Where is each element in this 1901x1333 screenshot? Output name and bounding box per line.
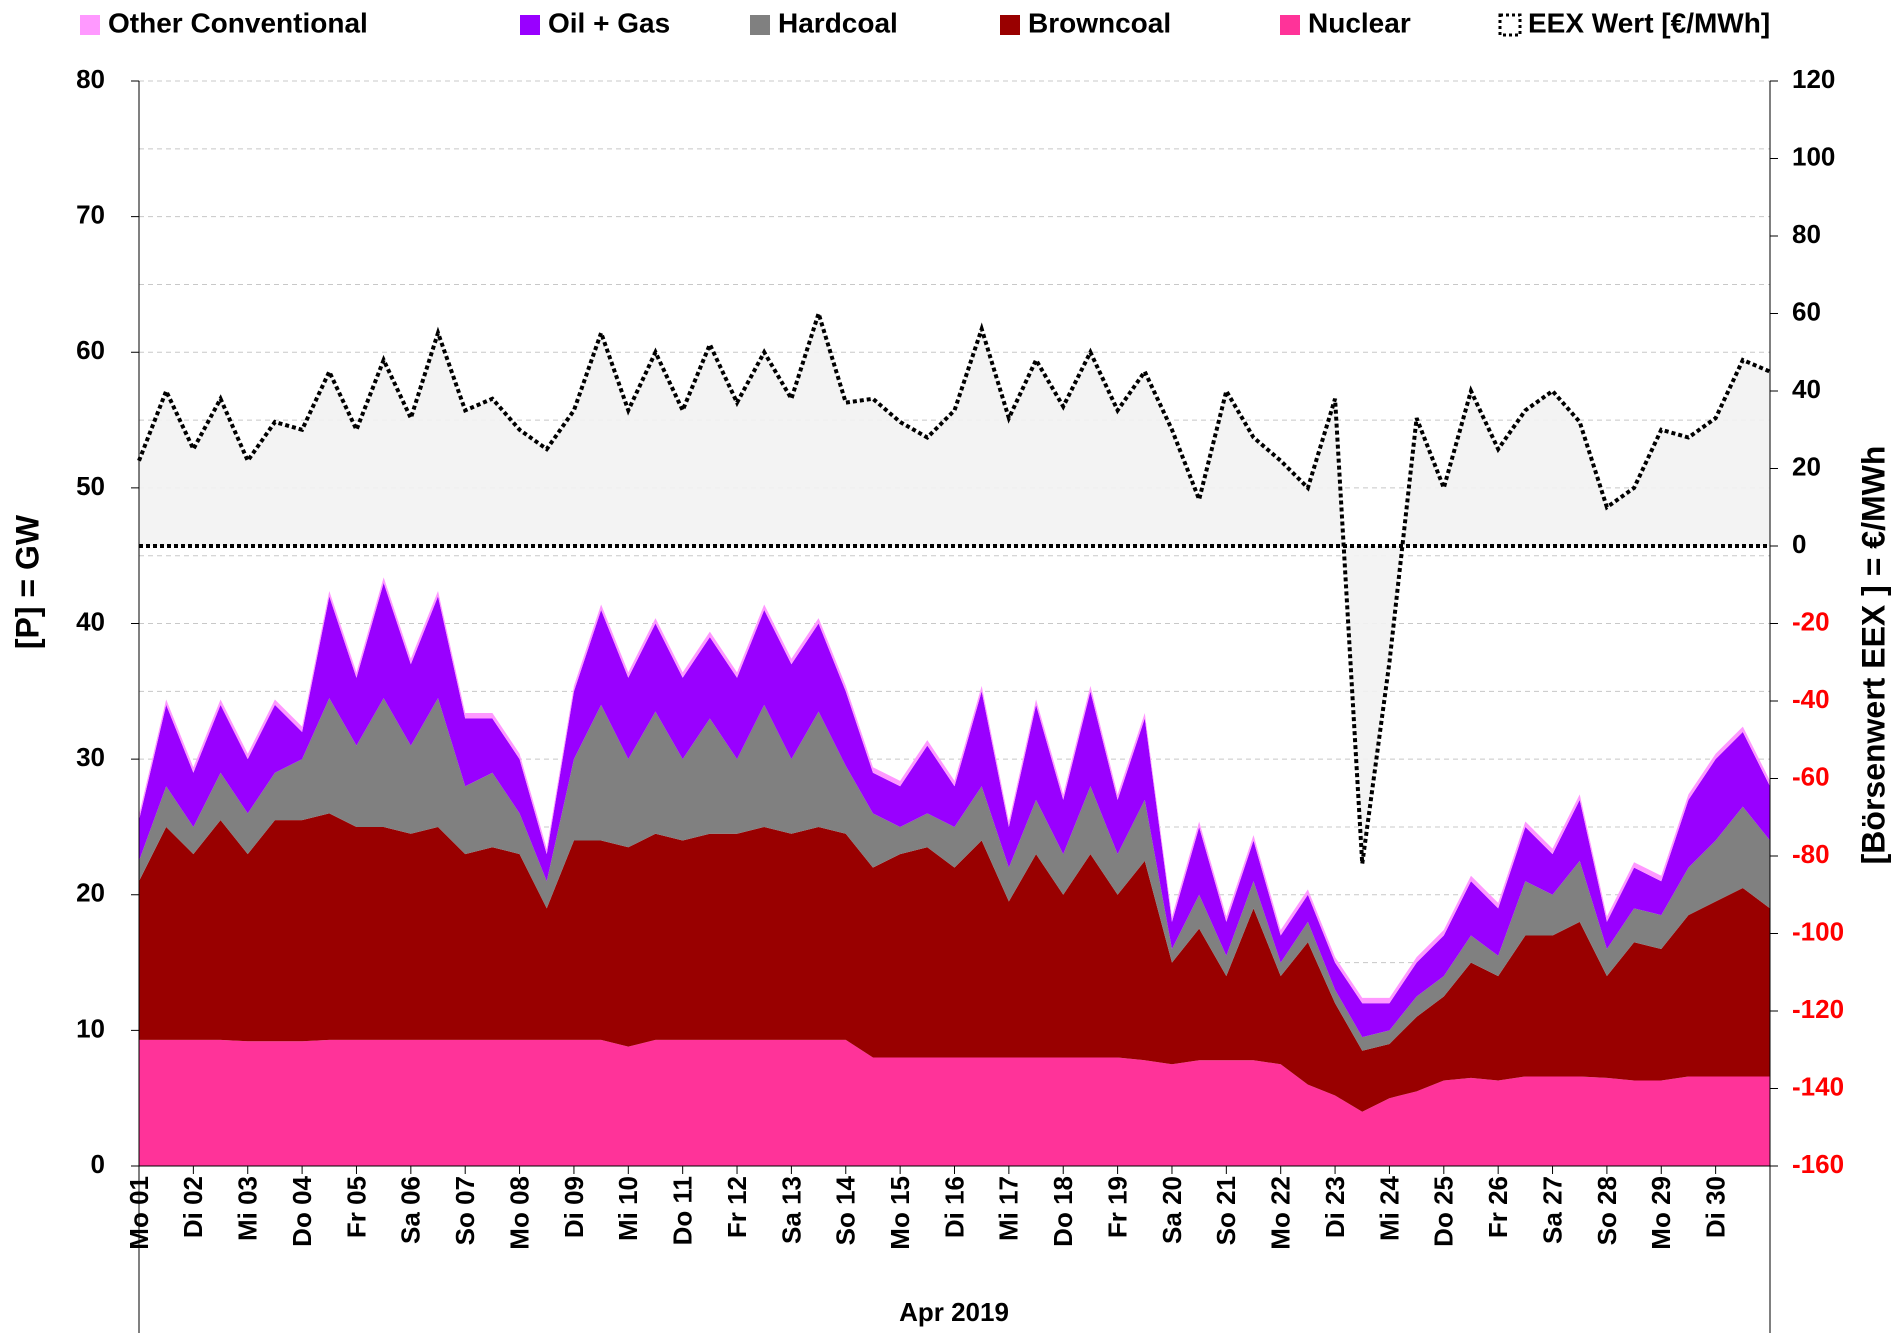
x-tick-label: Do 18 [1048,1176,1078,1247]
y2-tick-label: 20 [1792,451,1821,481]
legend-marker [520,15,540,35]
y2-tick-label: -120 [1792,994,1844,1024]
y2-tick-label: 60 [1792,296,1821,326]
y2-tick-label: -60 [1792,761,1830,791]
legend-label: Other Conventional [108,7,368,38]
x-tick-label: Di 09 [559,1176,589,1238]
x-tick-label: Fr 26 [1483,1176,1513,1238]
line [137,306,1771,865]
x-tick-label: Sa 13 [776,1176,806,1244]
legend-marker [1498,13,1522,37]
x-tick-label: Do 11 [668,1176,698,1245]
x-tick-label: Mo 01 [124,1176,154,1250]
legend-label: Browncoal [1028,7,1171,38]
y2-tick-label: -80 [1792,839,1830,869]
x-tick-label: Mo 22 [1266,1176,1296,1250]
x-tick-label: Mi 10 [613,1176,643,1241]
y-tick-label: 60 [76,335,105,365]
legend-label: EEX Wert [€/MWh] [1528,7,1770,38]
x-tick-label: Mo 15 [885,1176,915,1250]
y-tick-label: 70 [76,200,105,230]
area [139,582,1770,1038]
legend-label: Hardcoal [778,7,898,38]
x-tick-label: Mi 03 [233,1176,263,1241]
x-tick-label: Mo 29 [1646,1176,1676,1250]
x-tick-label: So 14 [831,1175,861,1245]
y-tick-label: 0 [91,1149,105,1179]
legend-marker [80,15,100,35]
x-tick-label: Sa 06 [396,1176,426,1244]
legend-marker [750,15,770,35]
y2-tick-label: -100 [1792,916,1844,946]
area [139,1039,1770,1166]
x-tick-label: So 28 [1592,1176,1622,1245]
x-tick-label: So 21 [1211,1176,1241,1245]
y-tick-label: 20 [76,878,105,908]
x-tick-label: Sa 27 [1537,1176,1567,1244]
y-tick-label: 10 [76,1013,105,1043]
y2-tick-label: -20 [1792,606,1830,636]
y2-tick-label: 80 [1792,219,1821,249]
y2-tick-label: -40 [1792,684,1830,714]
x-tick-label: So 07 [450,1176,480,1245]
x-tick-label: Sa 20 [1157,1176,1187,1244]
x-tick-label: Mi 24 [1374,1175,1404,1241]
legend-marker [1000,15,1020,35]
x-tick-label: Mi 17 [994,1176,1024,1241]
x-tick-label: Fr 19 [1102,1176,1132,1238]
x-tick-label: Fr 05 [341,1176,371,1238]
y2-tick-label: 0 [1792,529,1806,559]
y-tick-label: 80 [76,64,105,94]
area [139,813,1770,1112]
y2-axis-title: [Börsenwert EEX ] = €/MWh [1855,446,1891,865]
x-tick-label: Fr 12 [722,1176,752,1238]
y2-tick-label: 40 [1792,374,1821,404]
x-tick-label: Do 04 [287,1175,317,1246]
y-tick-label: 30 [76,742,105,772]
y-tick-label: 50 [76,471,105,501]
x-tick-label: Di 23 [1320,1176,1350,1238]
legend-label: Nuclear [1308,7,1411,38]
y2-tick-label: 100 [1792,141,1835,171]
x-tick-label: Di 02 [178,1176,208,1238]
y2-tick-label: -140 [1792,1071,1844,1101]
y2-tick-label: -160 [1792,1149,1844,1179]
y2-tick-label: 120 [1792,64,1835,94]
plot-area [137,80,1771,1166]
legend-label: Oil + Gas [548,7,670,38]
x-tick-label: Di 30 [1701,1176,1731,1238]
x-tick-label: Mo 08 [504,1176,534,1250]
x-axis-title: Apr 2019 [899,1297,1009,1327]
y-tick-label: 40 [76,606,105,636]
x-tick-label: Di 16 [939,1176,969,1238]
legend-marker [1280,15,1300,35]
y-axis-title: [P] = GW [9,514,45,649]
x-tick-label: Do 25 [1429,1176,1459,1247]
